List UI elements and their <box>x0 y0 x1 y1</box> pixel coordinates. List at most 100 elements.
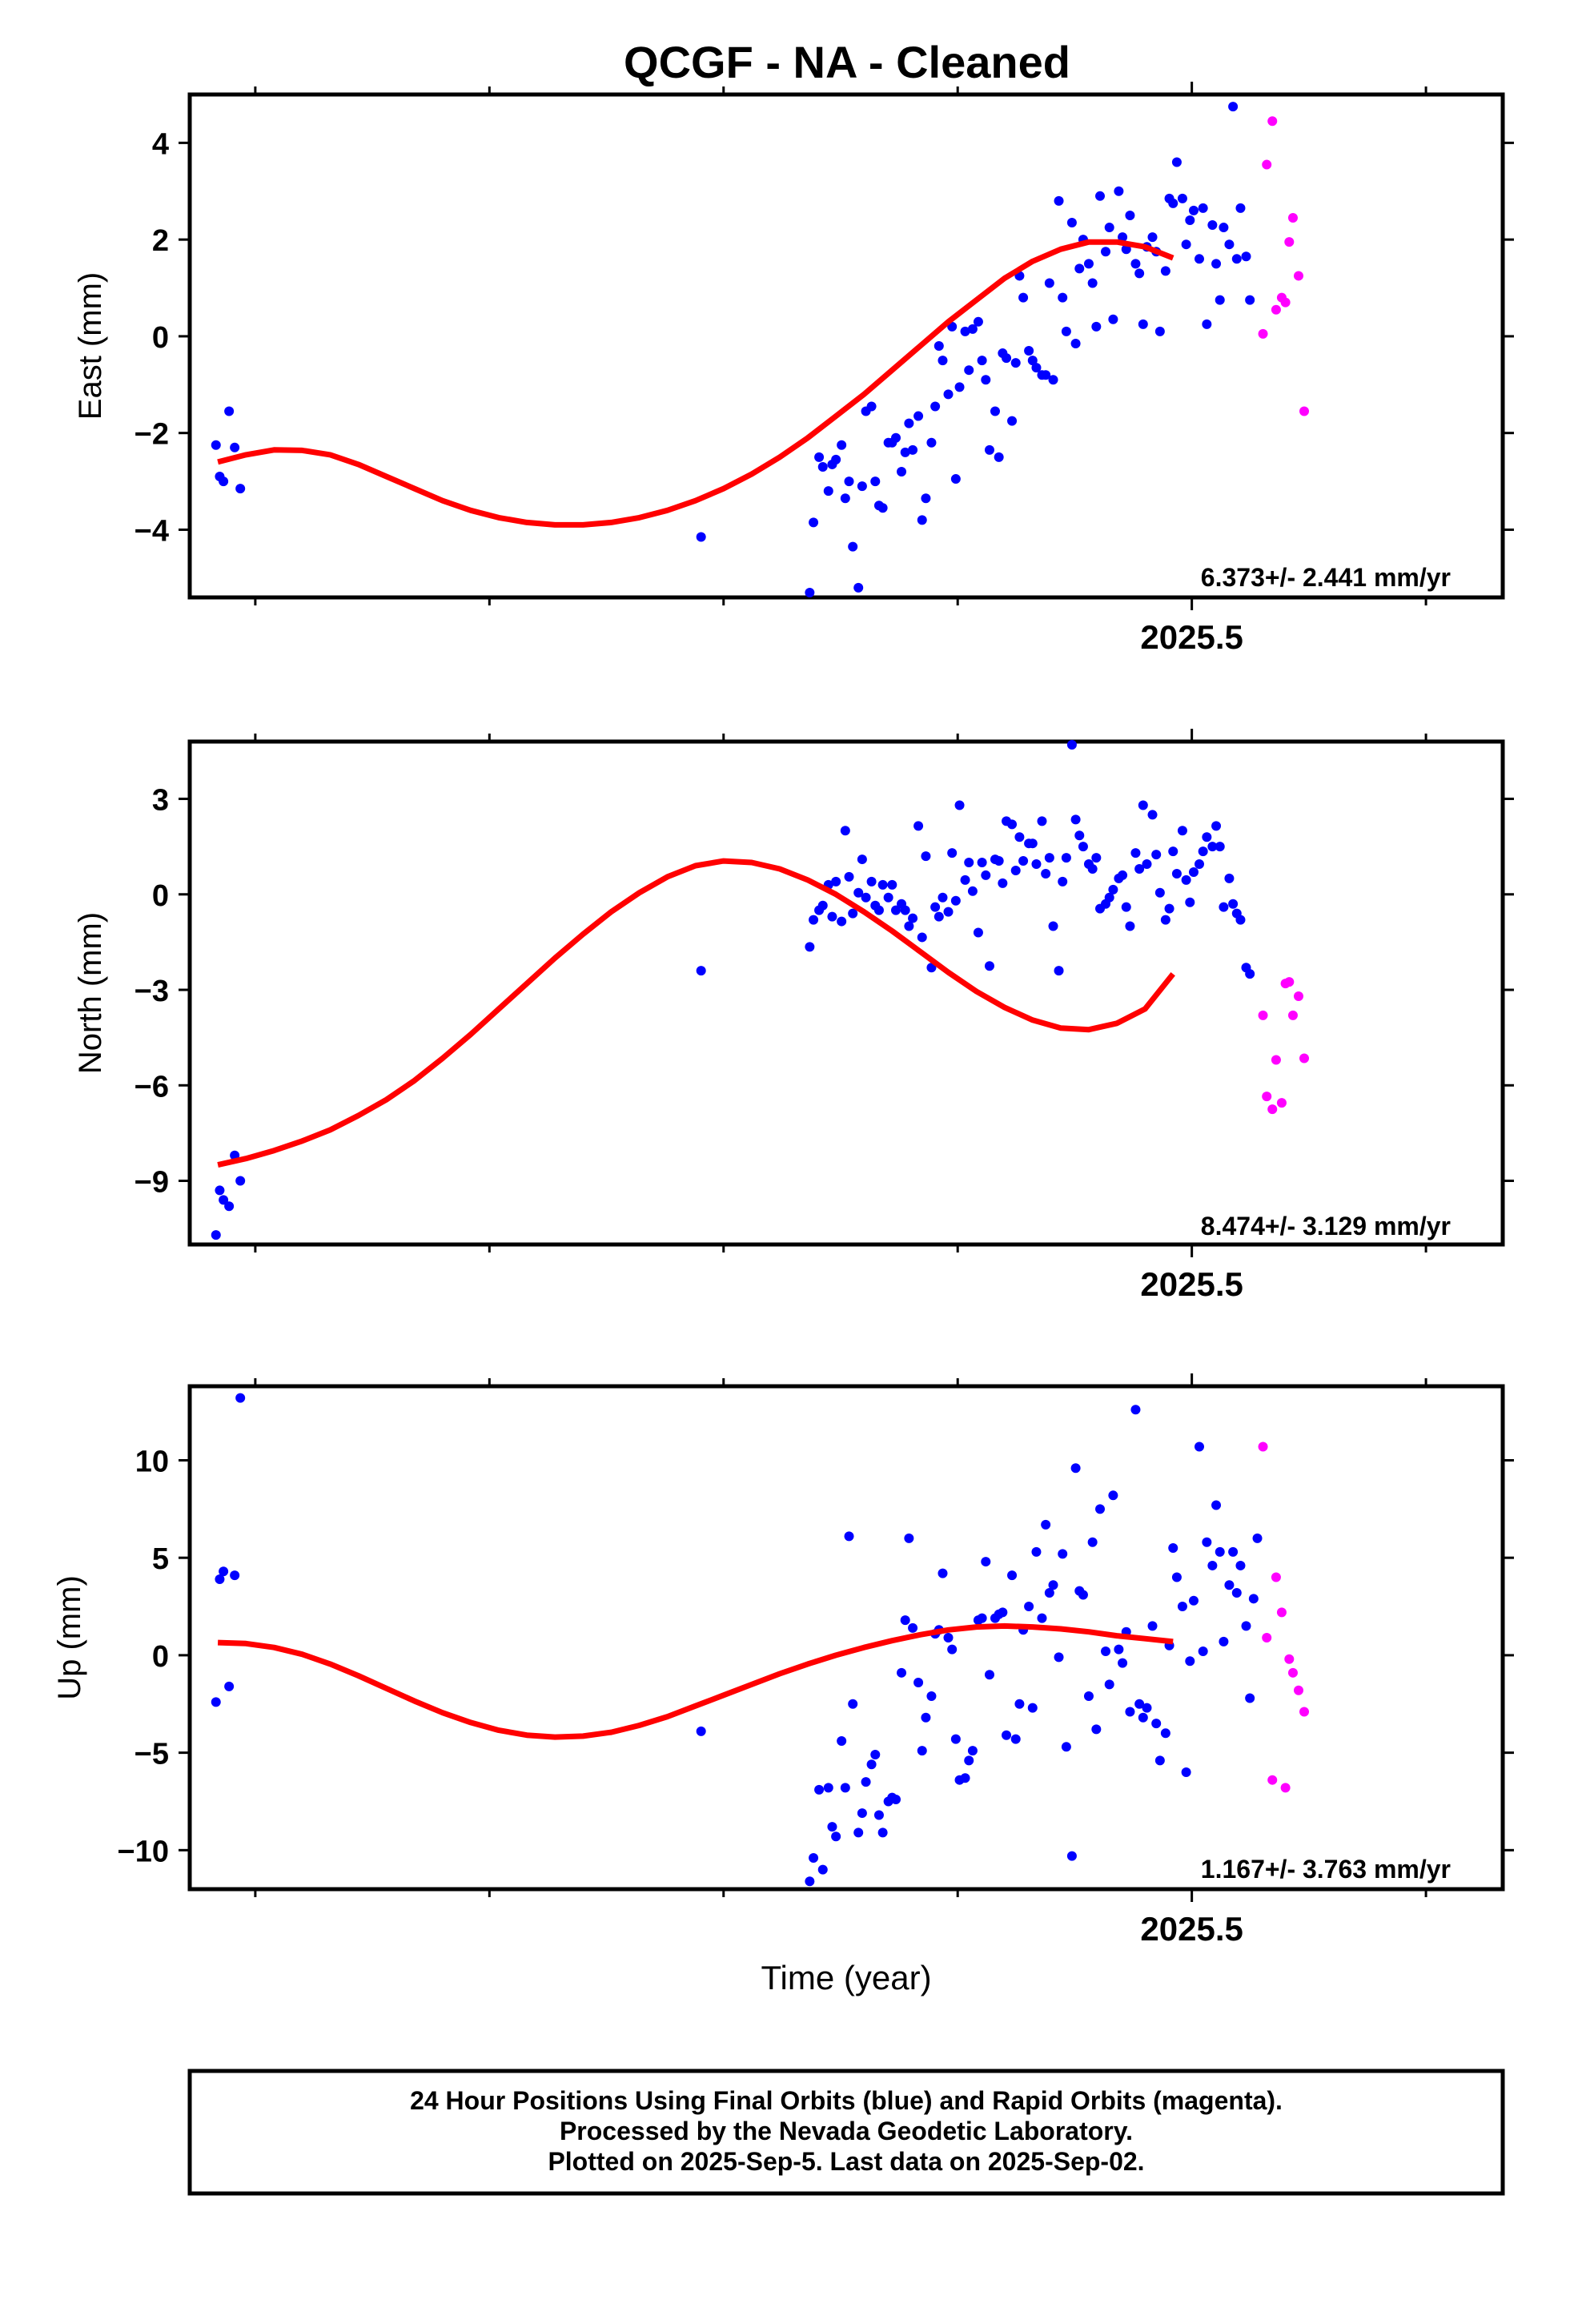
up-final-point <box>917 1746 927 1756</box>
up-rapid-point <box>1287 1667 1298 1678</box>
north-final-point <box>1207 842 1218 852</box>
north-final-point <box>977 858 987 868</box>
east-final-point <box>1138 319 1148 329</box>
east-rapid-point <box>1284 237 1295 247</box>
east-final-point <box>1024 346 1034 356</box>
up-final-point <box>1114 1644 1124 1655</box>
up-final-point <box>977 1613 987 1623</box>
up-final-point <box>1215 1546 1225 1557</box>
up-final-point <box>817 1864 828 1875</box>
north-final-point <box>1211 821 1222 831</box>
east-rapid-point <box>1280 297 1291 308</box>
east-final-point <box>1087 278 1098 288</box>
east-final-point <box>1027 356 1038 366</box>
north-final-point <box>1215 842 1225 852</box>
east-final-point <box>1074 263 1085 274</box>
east-final-point <box>950 474 961 485</box>
north-xtick-label: 2025.5 <box>1140 1265 1243 1303</box>
north-final-point <box>1134 863 1145 874</box>
up-final-point <box>1010 1734 1021 1744</box>
east-final-point <box>814 452 825 462</box>
north-final-point <box>904 921 914 931</box>
east-final-point <box>938 356 948 366</box>
up-final-point <box>1095 1504 1106 1514</box>
up-final-point <box>1118 1658 1128 1668</box>
east-final-point <box>1104 223 1114 233</box>
up-final-point <box>1007 1570 1018 1581</box>
up-final-point <box>984 1670 994 1680</box>
up-final-point <box>831 1831 841 1842</box>
up-final-point <box>235 1393 246 1403</box>
north-final-point <box>1245 969 1255 979</box>
east-final-point <box>1181 239 1191 250</box>
north-final-point <box>994 856 1004 866</box>
up-rapid-point <box>1293 1685 1303 1695</box>
east-final-point <box>1048 375 1058 385</box>
north-final-point <box>840 826 850 836</box>
up-final-point <box>224 1681 235 1691</box>
up-final-point <box>1248 1594 1259 1604</box>
east-rate-label: 6.373+/- 2.441 mm/yr <box>1201 563 1451 592</box>
east-final-point <box>1215 295 1225 305</box>
up-rapid-point <box>1284 1654 1295 1664</box>
east-final-point <box>848 541 858 552</box>
north-final-point <box>1048 921 1058 931</box>
east-final-point <box>954 382 965 392</box>
north-ytick-label: −9 <box>135 1166 169 1200</box>
footer-box: 24 Hour Positions Using Final Orbits (bl… <box>187 2069 1505 2196</box>
up-final-point <box>215 1574 225 1584</box>
east-final-point <box>1134 268 1145 279</box>
north-final-point <box>1130 848 1141 858</box>
north-ytick-label: −6 <box>135 1070 169 1104</box>
east-final-point <box>981 375 991 385</box>
north-final-point <box>954 800 965 810</box>
north-final-point <box>224 1201 235 1212</box>
north-rapid-point <box>1276 1098 1287 1108</box>
east-final-point <box>877 503 888 513</box>
east-final-point <box>1245 295 1255 305</box>
up-rapid-point <box>1280 1783 1291 1793</box>
north-final-point <box>1235 915 1246 925</box>
north-final-point <box>1202 832 1212 842</box>
north-final-point <box>1228 899 1239 909</box>
north-final-point <box>1138 800 1148 810</box>
north-rapid-point <box>1287 1010 1298 1020</box>
north-final-point <box>998 878 1008 888</box>
up-ytick-label: 5 <box>152 1542 169 1576</box>
east-final-point <box>805 587 815 597</box>
east-points <box>211 102 1310 597</box>
up-final-point <box>1228 1546 1239 1557</box>
up-final-point <box>1125 1707 1135 1717</box>
up-final-point <box>844 1531 854 1542</box>
north-final-point <box>861 892 871 903</box>
north-final-point <box>947 848 958 858</box>
up-ytick-label: −5 <box>135 1738 169 1771</box>
up-fit <box>217 1622 1174 1740</box>
north-final-point <box>938 892 948 903</box>
east-final-point <box>890 432 901 443</box>
east-final-point <box>897 467 907 476</box>
east-final-point <box>219 476 229 487</box>
up-final-point <box>960 1773 970 1783</box>
east-final-point <box>967 324 978 334</box>
up-final-point <box>1245 1693 1255 1703</box>
up-final-point <box>950 1734 961 1744</box>
up-final-point <box>1168 1543 1178 1554</box>
north-final-point <box>853 887 864 898</box>
east-final-point <box>1058 292 1068 303</box>
east-final-point <box>696 532 706 542</box>
x-axis-label: Time (year) <box>761 1959 931 1996</box>
east-final-point <box>235 484 246 494</box>
east-ytick-label: −2 <box>135 418 169 452</box>
north-rapid-point <box>1284 977 1295 987</box>
east-final-point <box>1007 416 1018 426</box>
north-final-point <box>1154 887 1165 898</box>
up-final-point <box>1083 1691 1094 1702</box>
north-final-point <box>1194 859 1204 870</box>
up-final-point <box>1198 1647 1208 1657</box>
up-rapid-point <box>1258 1441 1268 1452</box>
east-final-point <box>984 444 994 455</box>
up-final-point <box>1177 1602 1187 1612</box>
up-final-point <box>837 1736 847 1747</box>
north-final-point <box>857 854 867 865</box>
